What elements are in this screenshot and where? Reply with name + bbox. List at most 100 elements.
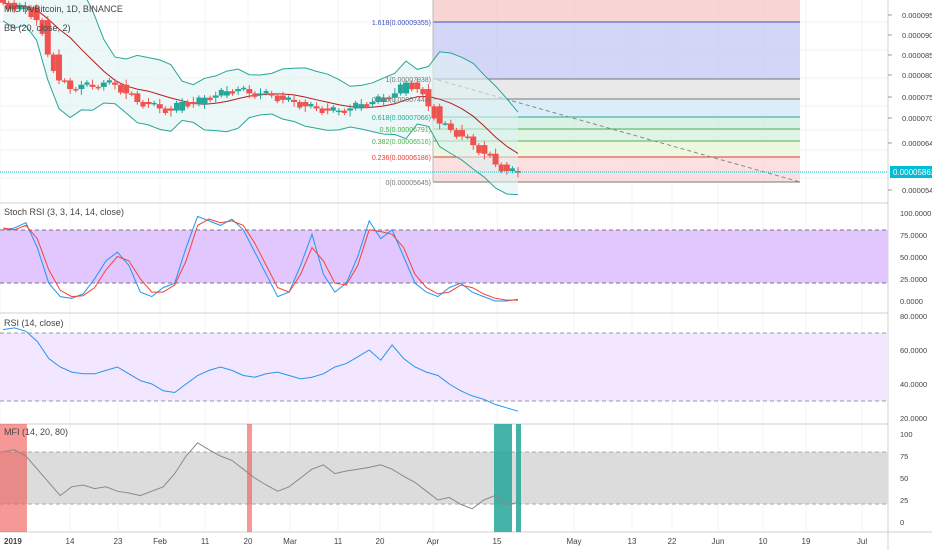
time-axis-label: Feb [153, 537, 167, 546]
candle-body [17, 4, 23, 10]
stoch-band-fill [0, 230, 888, 283]
symbol-legend: MIOTA/Bitcoin, 1D, BINANCE [4, 4, 123, 14]
time-axis-label: 22 [668, 537, 677, 546]
candle-body [230, 91, 236, 94]
candle-body [28, 7, 34, 18]
candle-body [470, 136, 477, 146]
time-axis-label: 11 [334, 537, 343, 546]
candle-body [425, 89, 432, 107]
price-axis-label: 0.00009500 [902, 11, 932, 20]
candle-body [353, 102, 359, 109]
rsi-series-line [2, 327, 519, 412]
candle-body [118, 84, 124, 93]
rsi-axis-label: 20.0000 [900, 414, 927, 423]
candle-body [347, 108, 354, 111]
candle-body [84, 82, 90, 85]
rsi-pane[interactable]: RSI (14, close) [0, 318, 888, 412]
candle-body [465, 136, 471, 139]
candle-body [207, 97, 213, 101]
price-axis-label: 0.00008500 [902, 51, 932, 60]
candle-body [364, 104, 370, 107]
candle-body [162, 108, 168, 113]
candle-body [492, 153, 499, 165]
candle-body [167, 108, 174, 111]
time-axis-label: 11 [201, 537, 210, 546]
candle-body [487, 153, 493, 156]
mfi-axis-label: 50 [900, 474, 908, 483]
candle-body [78, 84, 85, 90]
rsi-axis-label: 40.0000 [900, 380, 927, 389]
candle-body [11, 2, 18, 10]
time-axis[interactable]: 2019 14 23 Feb 11 20 Mar 11 20 Apr 15 May 13 22 Jun 10 1… [4, 537, 867, 546]
candle-body [67, 80, 74, 90]
fib-level-label: 0.5(0.00006791) [380, 127, 431, 134]
price-axis-label: 0.00007500 [902, 93, 932, 102]
mfi-line [2, 442, 519, 510]
rsi-line [2, 327, 519, 412]
time-axis-label: 14 [66, 537, 75, 546]
candle-body [302, 102, 309, 107]
candle-body [297, 102, 303, 108]
candle-body [62, 80, 68, 82]
candle-body [235, 89, 242, 92]
candle-body [50, 54, 56, 71]
stoch-axis-label: 0.0000 [900, 297, 923, 306]
stoch-axis-label: 100.0000 [900, 209, 931, 218]
fib-level-label: 1(0.00007938) [385, 77, 431, 84]
stoch-k-line [2, 215, 519, 302]
candle-body [151, 102, 157, 105]
candle-body [6, 2, 12, 10]
candlestick-series[interactable] [0, 0, 521, 178]
candle-body [218, 89, 224, 96]
candle-body [106, 80, 112, 83]
candle-body [498, 164, 504, 172]
stoch-lines [2, 215, 519, 302]
stoch-d-line [2, 218, 518, 301]
candle-body [431, 106, 437, 119]
bb-lower [2, 20, 519, 196]
candle-body [73, 89, 79, 91]
mfi-oversold-highlight [516, 424, 521, 532]
candle-body [375, 96, 381, 102]
price-axis-label: 0.00006400 [902, 139, 932, 148]
price-axis[interactable]: 0.00009500 0.00009000 0.00008500 0.00008000… [888, 11, 932, 527]
fib-level-label: 0(0.00005645) [385, 180, 431, 187]
fib-zone [433, 141, 800, 157]
fib-zone [433, 117, 800, 129]
rsi-legend: RSI (14, close) [4, 318, 64, 328]
fib-labels: 1.618(0.00009355) 1(0.00007938) 0.786(0.00… [372, 20, 431, 187]
fib-level-label: 1.618(0.00009355) [372, 20, 431, 27]
candle-body [174, 102, 180, 111]
price-pane[interactable]: 1.618(0.00009355) 1(0.00007938) 0.786(0.00… [0, 0, 888, 196]
time-axis-label: May [566, 537, 581, 546]
candle-body [335, 110, 342, 113]
fib-level-label: 0.618(0.00007066) [372, 115, 431, 122]
candle-body [156, 104, 163, 109]
mfi-axis-label: 100 [900, 430, 913, 439]
mfi-oversold-highlight [494, 424, 512, 532]
stoch-axis-label: 75.0000 [900, 231, 927, 240]
last-price-label: 0.00005862 [890, 166, 932, 178]
candle-body [140, 102, 146, 107]
candle-body [369, 102, 376, 105]
candle-body [55, 54, 62, 81]
candle-body [33, 7, 40, 21]
mfi-pane[interactable]: MFI (14, 20, 80) [0, 424, 888, 532]
price-axis-label: 0.00008000 [902, 71, 932, 80]
mfi-series-line [2, 442, 519, 510]
candle-body [22, 7, 29, 10]
candle-body [391, 93, 398, 98]
time-axis-label: 10 [759, 537, 768, 546]
candle-body [223, 91, 230, 96]
candle-body [274, 95, 280, 102]
time-axis-label: 23 [114, 537, 123, 546]
stoch-rsi-pane[interactable]: Stoch RSI (3, 3, 14, 14, close) [0, 207, 888, 302]
candle-body [358, 104, 365, 109]
rsi-axis-label: 80.0000 [900, 312, 927, 321]
mfi-overbought-highlight [0, 424, 27, 532]
time-axis-label: 20 [244, 537, 253, 546]
time-axis-label: Mar [283, 537, 297, 546]
time-axis-label: 15 [493, 537, 502, 546]
candle-body [111, 82, 118, 85]
